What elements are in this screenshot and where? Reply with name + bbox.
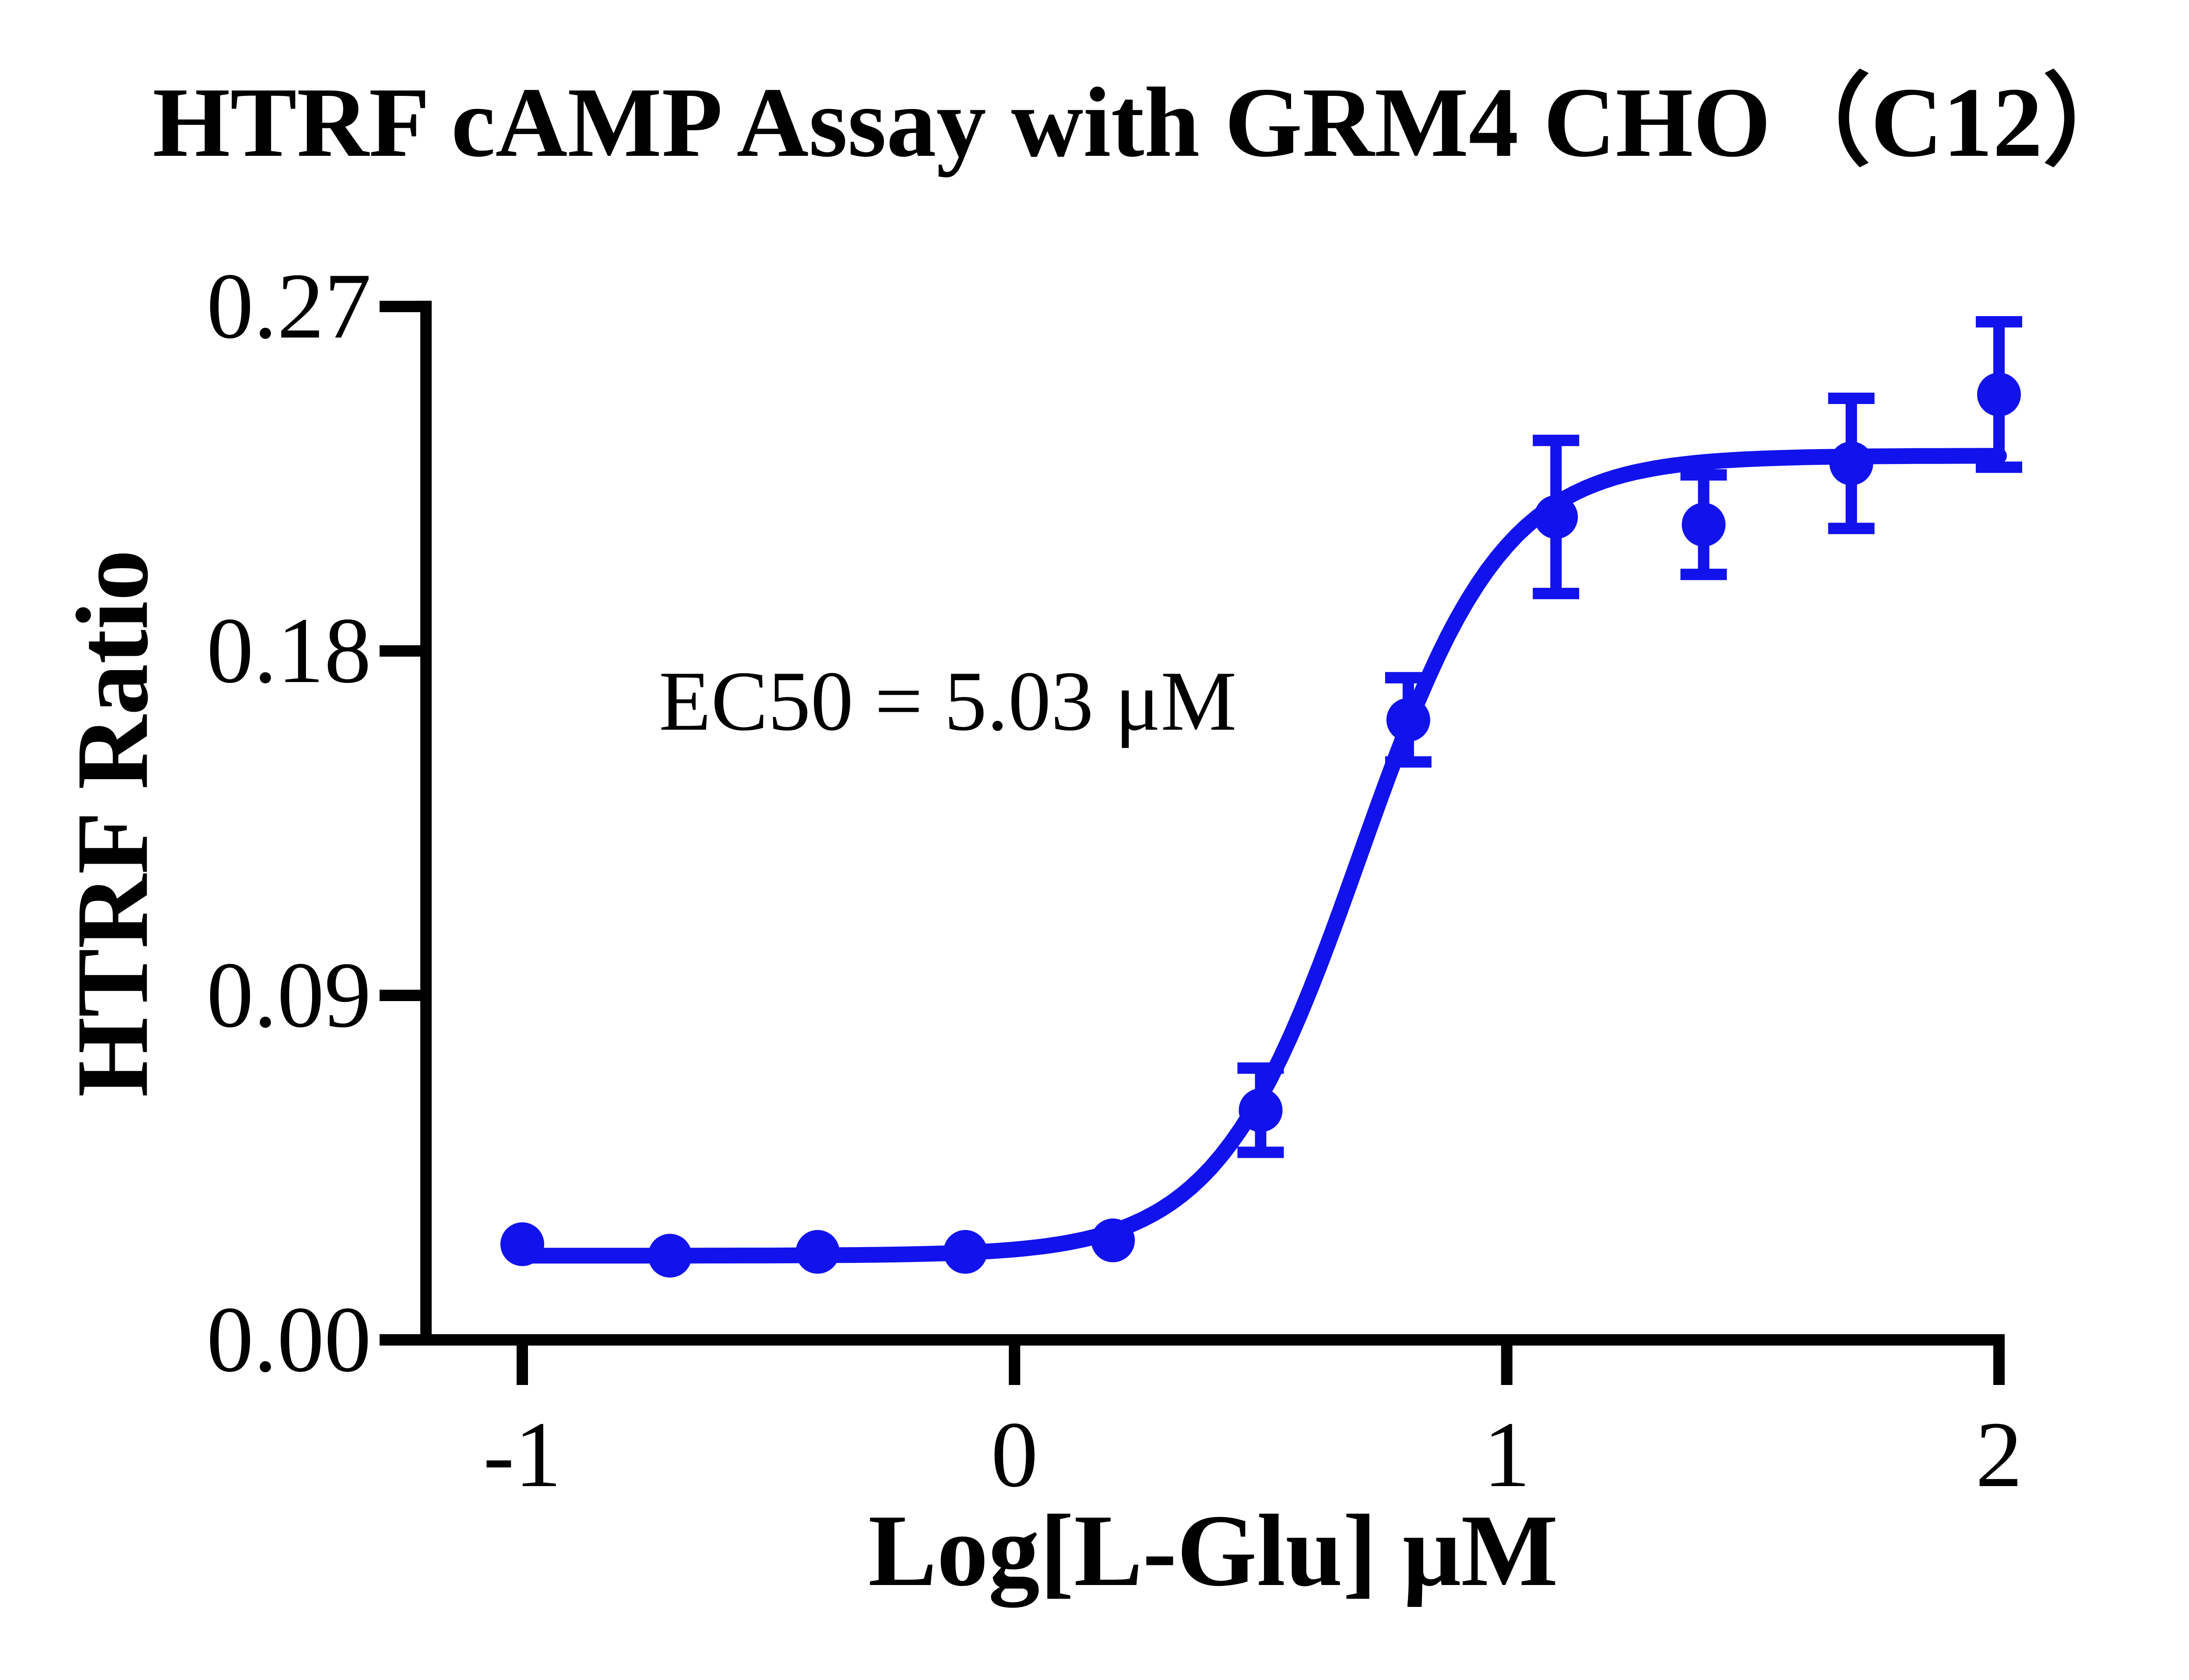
data-point-11 <box>1977 373 2021 417</box>
data-point-4 <box>943 1230 987 1274</box>
data-point-1 <box>500 1222 544 1266</box>
x-tick-label-2: 2 <box>1975 1402 2023 1507</box>
x-tick-label-1: 1 <box>1483 1402 1531 1507</box>
x-tick-label-0: 0 <box>991 1402 1038 1507</box>
data-point-10 <box>1829 441 1873 485</box>
y-tick-label-0.27: 0.27 <box>207 253 371 358</box>
ec50-annotation: EC50 = 5.03 μM <box>659 654 1237 749</box>
data-point-2 <box>648 1234 692 1278</box>
data-point-5 <box>1091 1218 1135 1262</box>
y-tick-label-0.18: 0.18 <box>207 598 371 703</box>
chart-title: HTRF cAMP Assay with GRM4 CHO（C12） <box>152 67 2143 178</box>
y-tick-label-0.09: 0.09 <box>207 942 371 1047</box>
y-axis-label: HTRF Ratio <box>55 549 169 1097</box>
data-point-9 <box>1682 503 1726 547</box>
data-point-3 <box>795 1230 840 1274</box>
x-tick-label--1: -1 <box>483 1402 561 1507</box>
data-point-8 <box>1534 495 1578 539</box>
y-tick-label-0.00: 0.00 <box>207 1287 371 1392</box>
data-point-7 <box>1386 698 1430 742</box>
x-axis-label: Log[L-Glu] μM <box>868 1494 1558 1607</box>
data-point-6 <box>1239 1088 1283 1132</box>
